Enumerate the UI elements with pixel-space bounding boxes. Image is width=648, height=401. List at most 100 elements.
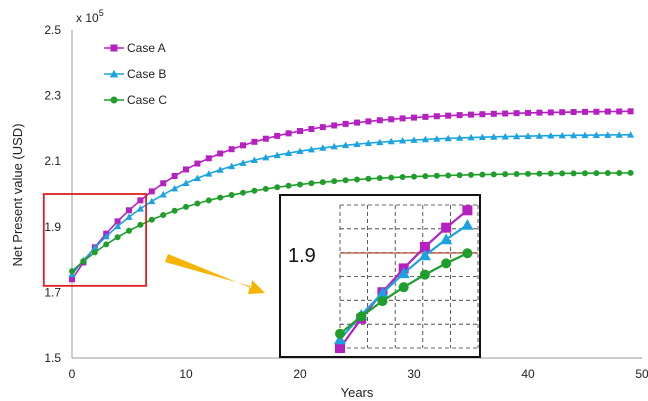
data-point [356, 311, 367, 322]
data-point [331, 122, 338, 129]
data-point [593, 170, 600, 177]
data-point [376, 138, 384, 146]
data-point [462, 205, 473, 216]
data-point [148, 188, 155, 195]
data-point [559, 170, 566, 177]
data-point [126, 207, 132, 214]
data-point [547, 132, 555, 139]
data-point [422, 173, 429, 180]
inset-value-label: 1.9 [288, 245, 316, 267]
data-point [387, 137, 395, 145]
data-point [334, 333, 346, 345]
data-point [217, 194, 224, 201]
data-point [330, 142, 338, 150]
data-point [411, 114, 417, 121]
data-point [114, 234, 121, 241]
data-point [535, 132, 543, 139]
data-point [479, 111, 486, 118]
data-point [125, 213, 133, 220]
data-point [262, 185, 269, 192]
data-point [513, 110, 520, 117]
data-point [440, 233, 453, 245]
data-point [148, 216, 155, 223]
data-point [274, 184, 281, 191]
data-point [274, 132, 281, 139]
x-tick-label: 0 [69, 367, 76, 381]
data-point [456, 172, 463, 179]
data-point [467, 133, 475, 141]
data-point [110, 44, 118, 52]
data-point [627, 131, 635, 138]
data-point [501, 132, 509, 140]
data-point [109, 69, 119, 78]
data-point [479, 171, 486, 178]
data-point [376, 117, 383, 124]
data-point [433, 172, 440, 179]
zoom-arrow [165, 254, 265, 294]
legend: Case A Case B Case C [104, 41, 167, 107]
data-point [502, 110, 509, 117]
data-point [217, 150, 224, 157]
data-point [398, 282, 409, 293]
data-point [297, 181, 303, 188]
data-point [377, 296, 388, 307]
data-point [91, 244, 99, 251]
data-point [137, 221, 144, 228]
data-point [285, 182, 292, 189]
data-point [399, 115, 406, 122]
data-point [468, 111, 474, 118]
data-point [114, 218, 121, 225]
data-point [456, 112, 463, 119]
legend-label: Case B [127, 67, 166, 81]
data-point [80, 258, 87, 265]
data-point [433, 135, 441, 142]
data-point [418, 249, 431, 261]
y-multiplier-exponent: 5 [99, 8, 104, 18]
data-point [205, 197, 212, 204]
x-tick-label: 30 [407, 367, 421, 381]
data-point [239, 159, 247, 166]
data-point [456, 134, 464, 141]
data-point [615, 131, 623, 138]
legend-label: Case C [127, 93, 167, 107]
data-point [228, 146, 235, 153]
data-point [570, 109, 577, 116]
data-point [490, 171, 497, 178]
data-point [251, 138, 258, 145]
data-point [137, 197, 144, 204]
data-point [342, 141, 350, 149]
data-point [160, 211, 167, 218]
data-point [627, 169, 634, 176]
data-point [616, 108, 623, 115]
data-point [468, 171, 474, 178]
legend-item: Case A [104, 41, 166, 55]
data-point [136, 205, 144, 212]
data-point [194, 200, 201, 207]
data-point [502, 171, 509, 178]
data-point [262, 153, 270, 161]
data-point [513, 170, 520, 177]
data-point [91, 249, 98, 256]
data-point [193, 174, 201, 182]
data-point [331, 178, 338, 185]
data-point [148, 197, 156, 205]
data-point [410, 136, 418, 143]
data-point [478, 133, 486, 141]
data-point [433, 113, 440, 120]
data-point [364, 139, 372, 147]
data-point [353, 140, 361, 148]
legend-item: Case C [104, 93, 167, 107]
data-point [251, 187, 258, 194]
zoom-inset: 1.9 [279, 194, 481, 358]
data-point [536, 109, 543, 116]
data-point [558, 131, 566, 139]
y-tick-label: 1.9 [44, 220, 61, 234]
data-point [604, 108, 611, 115]
data-point [441, 222, 452, 233]
data-point [592, 131, 600, 138]
data-point [582, 170, 588, 177]
data-point [616, 169, 623, 176]
data-point [126, 227, 132, 234]
data-point [171, 173, 178, 180]
data-point [570, 170, 577, 177]
